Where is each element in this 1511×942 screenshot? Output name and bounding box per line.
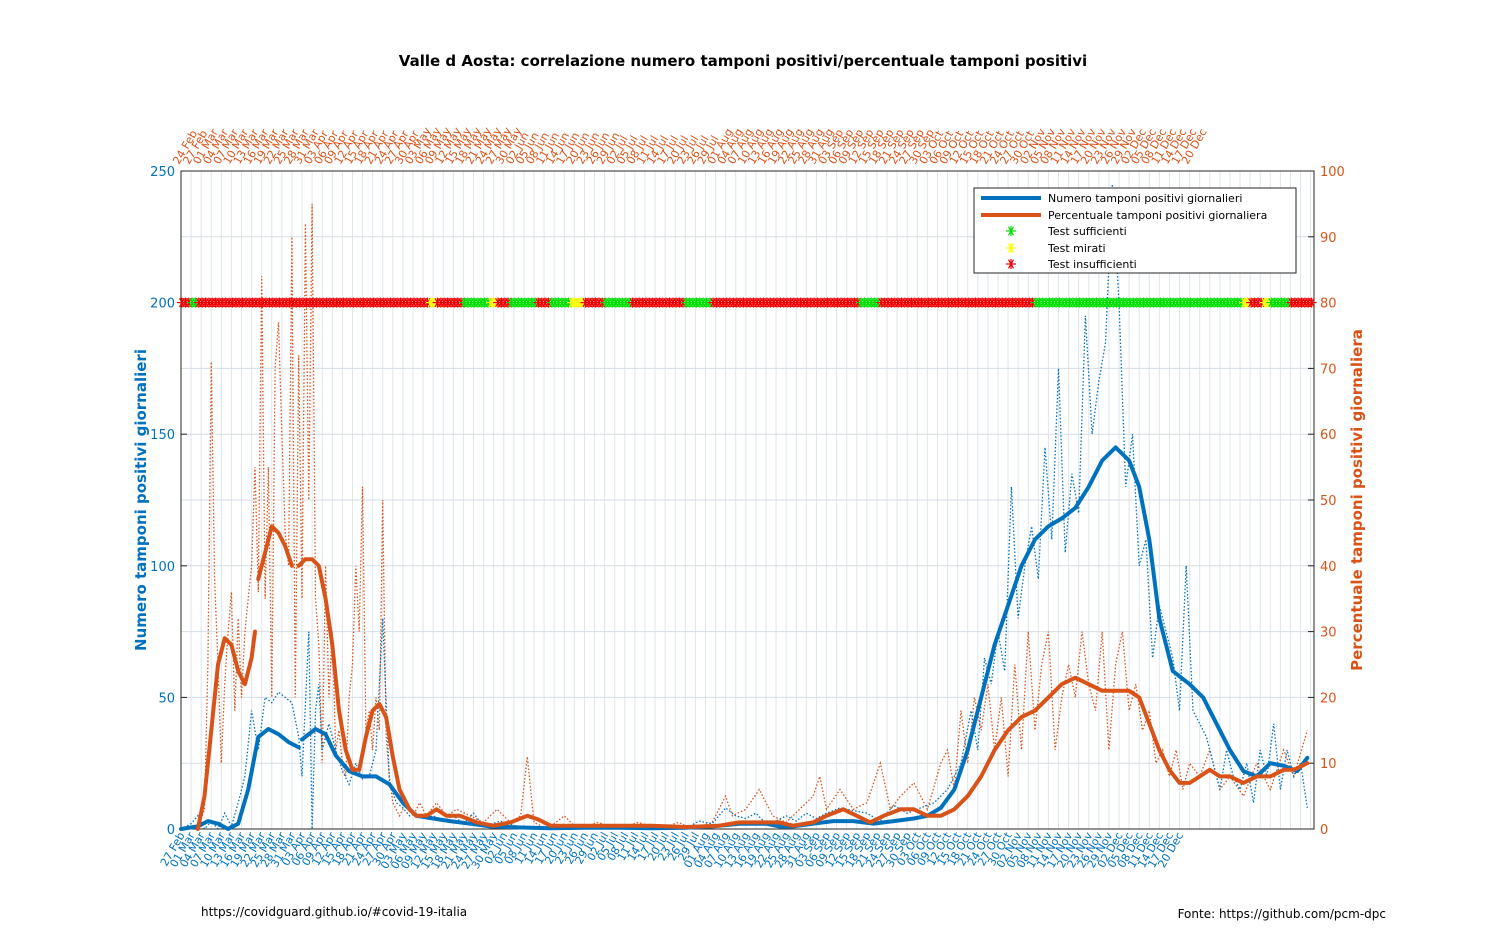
legend: Numero tamponi positivi giornalieri Perc… [973, 187, 1297, 274]
legend-star-targeted [1006, 243, 1016, 253]
y-axis-left-label: Numero tamponi positivi giornalieri [132, 349, 150, 651]
test-status-markers [177, 297, 1317, 308]
y-left-tick-label: 250 [150, 165, 175, 180]
y-right-tick-label: 50 [1320, 494, 1337, 509]
legend-label-sufficient: Test sufficienti [1047, 225, 1127, 238]
y-right-tick-label: 10 [1320, 757, 1337, 772]
y-left-tick-label: 200 [150, 297, 175, 312]
legend-label-insufficient: Test insufficienti [1047, 258, 1137, 271]
positives-smooth-line [179, 445, 1310, 831]
percentage-smooth-line [195, 524, 1310, 831]
legend-marker-targeted [1006, 243, 1016, 253]
y-axis-right: 0 10 20 30 40 50 60 70 80 90 100 [1308, 165, 1345, 838]
legend-marker-insufficient [1006, 259, 1016, 269]
y-right-tick-label: 80 [1320, 297, 1337, 312]
legend-label-targeted: Test mirati [1047, 242, 1106, 255]
y-right-tick-label: 70 [1320, 362, 1337, 377]
legend-star-insufficient [1006, 259, 1016, 269]
legend-star-sufficient [1006, 226, 1016, 236]
y-axis-left: 0 50 100 150 200 250 [150, 165, 187, 838]
y-right-tick-label: 0 [1320, 823, 1328, 838]
legend-label-positives: Numero tamponi positivi giornalieri [1048, 192, 1242, 205]
legend-marker-sufficient [1006, 226, 1016, 236]
positives-daily-line [180, 184, 1308, 831]
y-right-tick-label: 60 [1320, 428, 1337, 443]
y-right-tick-label: 90 [1320, 231, 1337, 246]
y-left-tick-label: 150 [150, 428, 175, 443]
legend-box [973, 187, 1297, 274]
y-right-tick-label: 100 [1320, 165, 1345, 180]
y-left-tick-label: 0 [167, 823, 175, 838]
y-left-tick-label: 50 [158, 691, 175, 706]
test-status-marker-insufficient [1306, 297, 1317, 308]
y-right-tick-label: 20 [1320, 691, 1337, 706]
y-axis-right-label: Percentuale tamponi positivi giornaliera [1348, 329, 1366, 671]
y-right-tick-label: 30 [1320, 626, 1337, 641]
y-right-tick-label: 40 [1320, 560, 1337, 575]
series [179, 184, 1310, 831]
chart-title: Valle d Aosta: correlazione numero tampo… [399, 52, 1087, 70]
footer-source-link: https://covidguard.github.io/#covid-19-i… [201, 905, 467, 919]
footer-credit: Fonte: https://github.com/pcm-dpc [1178, 907, 1386, 921]
y-left-tick-label: 100 [150, 560, 175, 575]
legend-label-percentage: Percentuale tamponi positivi giornaliera [1048, 209, 1267, 222]
percentage-daily-line [197, 203, 1308, 830]
